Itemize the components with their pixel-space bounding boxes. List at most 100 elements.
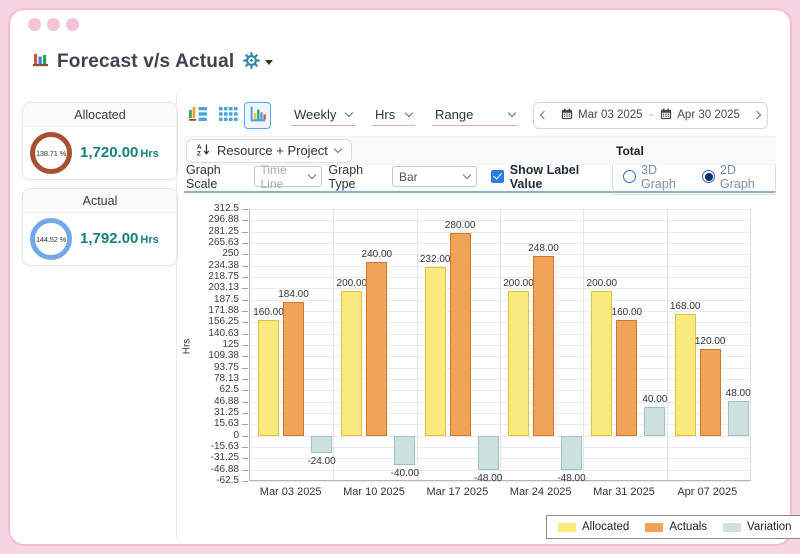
bar-variation[interactable] — [727, 400, 749, 436]
graph-type-select[interactable]: Bar — [391, 166, 477, 187]
bar-allocated[interactable] — [424, 267, 446, 436]
y-tick-mark — [242, 458, 248, 460]
period-select[interactable]: Weekly — [291, 104, 355, 126]
y-tick-label: 250 — [222, 248, 239, 260]
actual-progress-ring: 144.52 % — [30, 218, 72, 260]
bar-value-label: 184.00 — [278, 289, 309, 301]
date-from-field[interactable]: Mar 03 2025 — [554, 108, 650, 123]
chevron-left-icon — [539, 110, 549, 120]
y-tick-label: 234.38 — [208, 259, 239, 271]
legend-item[interactable]: Actuals — [645, 521, 707, 533]
window-control-dot[interactable] — [28, 18, 41, 31]
bar-actuals[interactable] — [699, 348, 721, 436]
range-select-value: Range — [435, 107, 474, 122]
bar-allocated[interactable] — [508, 290, 529, 436]
y-axis-labels: 312.5 296.88 281.25 265.63 250 234.38 218.75 20… — [184, 204, 248, 486]
bar-actuals[interactable] — [283, 302, 304, 436]
y-tick-mark — [242, 413, 248, 414]
actual-value-group: 1,792.00 Hrs — [80, 230, 159, 248]
next-period-button[interactable] — [747, 103, 767, 128]
y-tick-label: 140.63 — [208, 327, 239, 339]
bar-allocated[interactable] — [591, 290, 613, 436]
prev-period-button[interactable] — [534, 103, 554, 128]
y-tick-label: 46.88 — [213, 395, 239, 407]
view-chart-button[interactable] — [244, 101, 271, 129]
period-select-value: Weekly — [294, 107, 337, 122]
group-separator — [500, 209, 501, 480]
x-axis-label: Mar 31 2025 — [593, 486, 655, 498]
settings-button[interactable] — [241, 50, 275, 74]
toolbar: Weekly Hrs Range Mar 03 2025 - — [184, 100, 776, 130]
window-control-dot[interactable] — [66, 18, 79, 31]
radio-2d-graph[interactable]: 2D Graph — [702, 163, 765, 191]
y-tick-label: 171.88 — [208, 304, 239, 316]
legend-label: Variation — [747, 521, 792, 533]
y-tick-label: 156.25 — [208, 316, 239, 328]
bar-variation[interactable] — [311, 435, 332, 454]
legend-swatch — [645, 522, 664, 532]
y-tick-mark — [242, 322, 248, 324]
bar-actuals[interactable] — [616, 319, 638, 436]
bar-value-label: 48.00 — [725, 387, 751, 399]
svg-text:A: A — [197, 143, 202, 150]
date-separator: - — [649, 109, 654, 121]
bar-value-label: 168.00 — [669, 300, 701, 312]
view-grid-icon — [217, 103, 239, 128]
bar-value-label: 160.00 — [253, 306, 284, 318]
bar-variation[interactable] — [644, 406, 666, 436]
y-tick-label: 125 — [222, 339, 239, 350]
allocated-progress-ring: 138.71 % — [30, 132, 72, 174]
y-tick-mark — [242, 310, 248, 312]
chevron-down-icon — [308, 170, 317, 180]
y-tick-mark — [242, 345, 248, 346]
bar-variation[interactable] — [477, 435, 499, 471]
radio-checked-icon — [702, 170, 716, 183]
bar-allocated[interactable] — [258, 319, 279, 436]
y-tick-label: -62.5 — [216, 475, 239, 486]
y-tick-label: 109.38 — [208, 350, 239, 362]
bar-allocated[interactable] — [674, 313, 696, 436]
view-chart-icon — [248, 104, 268, 127]
show-label-value-checkbox[interactable]: Show Label Value — [490, 163, 601, 191]
y-tick-mark — [242, 209, 248, 210]
x-axis-label: Apr 07 2025 — [677, 486, 738, 498]
view-combo-button[interactable] — [184, 102, 211, 129]
graph-mode-radios: 3D Graph 2D Graph — [612, 158, 776, 195]
allocated-card: Allocated 138.71 % 1,720.00 Hrs — [22, 102, 178, 180]
graph-scale-select[interactable]: Time Line — [253, 163, 323, 191]
radio-3d-graph[interactable]: 3D Graph — [623, 163, 686, 191]
bar-actuals[interactable] — [449, 232, 471, 436]
actual-hours: 1,792.00 — [80, 230, 139, 247]
legend-item[interactable]: Allocated — [558, 521, 629, 533]
legend-item[interactable]: Variation — [723, 521, 792, 533]
actual-card-title: Actual — [23, 189, 177, 213]
bar-value-label: -40.00 — [390, 467, 420, 479]
date-to-field[interactable]: Apr 30 2025 — [653, 108, 747, 123]
y-tick-mark — [242, 447, 248, 448]
x-axis-label: Mar 10 2025 — [343, 486, 405, 498]
range-select[interactable]: Range — [432, 104, 518, 126]
view-grid-button[interactable] — [214, 102, 241, 129]
bar-variation[interactable] — [561, 435, 582, 471]
actual-percent: 144.52 % — [35, 234, 67, 244]
radio-2d-label: 2D Graph — [720, 162, 755, 191]
unit-select[interactable]: Hrs — [372, 104, 415, 126]
y-tick-mark — [242, 220, 248, 222]
bar-actuals[interactable] — [366, 261, 388, 436]
y-tick-mark — [242, 277, 248, 278]
y-tick-mark — [242, 288, 248, 290]
y-tick-label: 296.88 — [208, 214, 239, 226]
y-tick-mark — [242, 481, 248, 482]
gridline — [250, 481, 750, 482]
title-bar-chart-icon — [32, 51, 50, 74]
bar-actuals[interactable] — [533, 255, 554, 436]
bar-allocated[interactable] — [341, 290, 363, 436]
chevron-down-icon — [462, 170, 472, 180]
calendar-icon — [561, 108, 573, 123]
bar-variation[interactable] — [394, 435, 416, 465]
window-control-dot[interactable] — [47, 18, 60, 31]
radio-3d-label: 3D Graph — [641, 162, 676, 191]
y-tick-mark — [242, 367, 248, 369]
